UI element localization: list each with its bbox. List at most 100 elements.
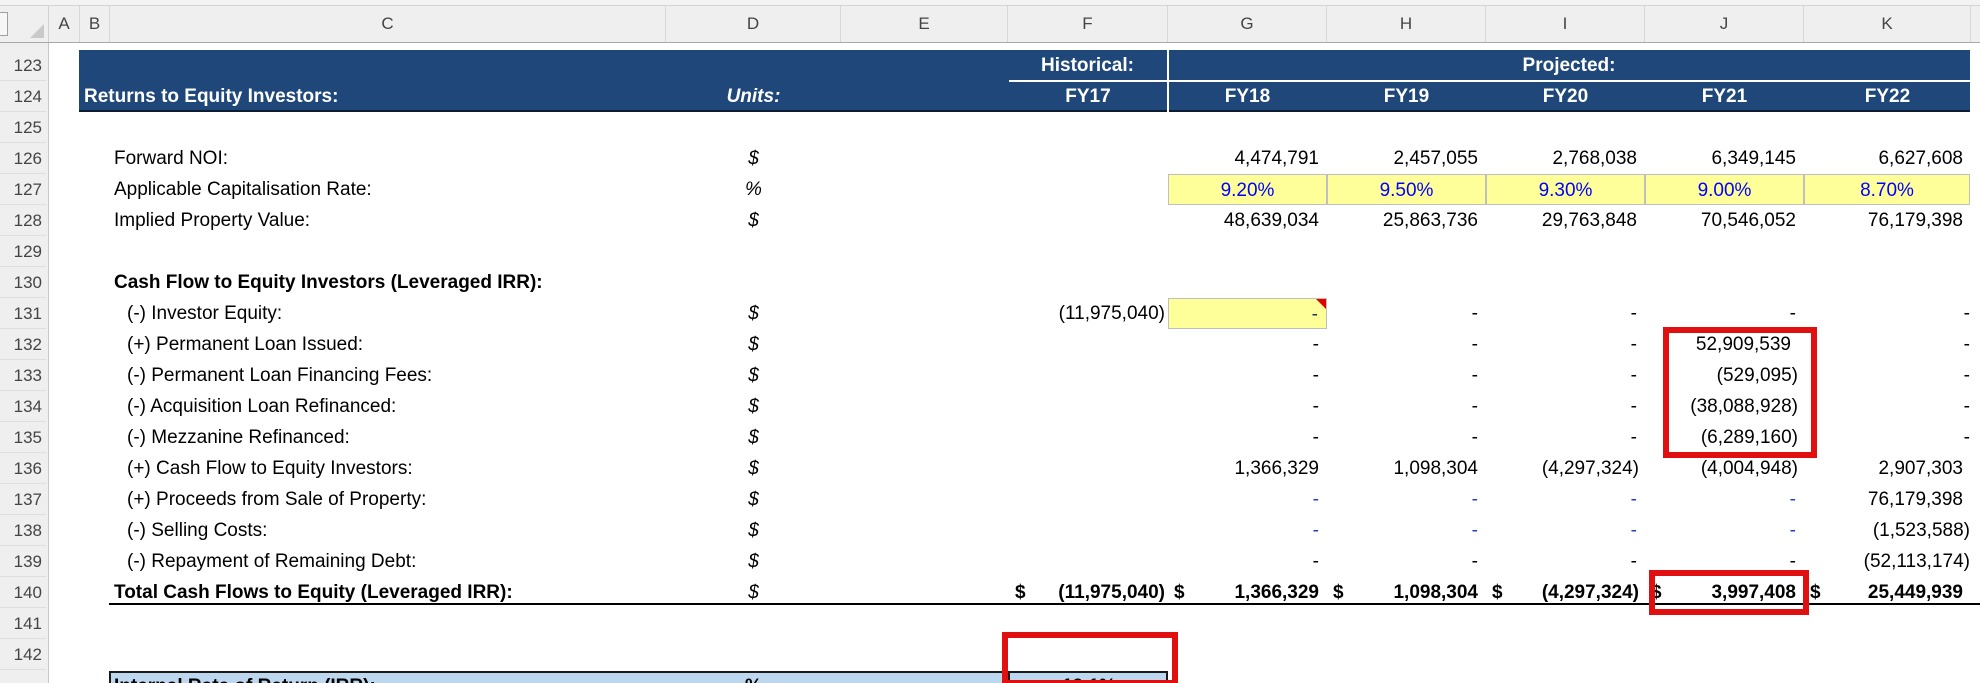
sale-proceeds-label[interactable]: (+) Proceeds from Sale of Property: (127, 489, 427, 510)
forward-noi-fy22[interactable]: 6,627,608 (1878, 148, 1963, 169)
selling-costs-fy21[interactable]: - (1789, 520, 1796, 541)
cf-equity-unit[interactable]: $ (748, 458, 759, 479)
total-cf-fy19[interactable]: 1,098,304 (1393, 582, 1478, 603)
total-cf-label[interactable]: Total Cash Flows to Equity (Leveraged IR… (114, 582, 513, 603)
column-header-k[interactable]: K (1804, 6, 1971, 42)
column-header-j[interactable]: J (1645, 6, 1804, 42)
column-header-h[interactable]: H (1327, 6, 1486, 42)
financing-fees-unit[interactable]: $ (748, 365, 759, 386)
row-header-135[interactable]: 135 (0, 422, 46, 453)
row-header-123[interactable]: 123 (0, 50, 46, 81)
investor-equity-unit[interactable]: $ (748, 303, 759, 324)
total-cf-fy21[interactable]: 3,997,408 (1711, 582, 1796, 603)
acq-loan-refi-label[interactable]: (-) Acquisition Loan Refinanced: (127, 396, 397, 417)
irr-value[interactable]: 19.1% (1010, 671, 1168, 683)
mezz-refi-label[interactable]: (-) Mezzanine Refinanced: (127, 427, 350, 448)
sale-proceeds-fy19[interactable]: - (1471, 489, 1478, 510)
forward-noi-fy21[interactable]: 6,349,145 (1711, 148, 1796, 169)
column-header-c[interactable]: C (110, 6, 666, 42)
total-cf-fy20[interactable]: (4,297,324) (1541, 582, 1639, 603)
row-header-128[interactable]: 128 (0, 205, 46, 236)
total-cf-unit[interactable]: $ (748, 582, 759, 603)
selling-costs-fy19[interactable]: - (1471, 520, 1478, 541)
investor-equity-fy19[interactable]: - (1471, 303, 1478, 324)
selling-costs-fy20[interactable]: - (1630, 520, 1637, 541)
implied-value-fy18[interactable]: 48,639,034 (1223, 210, 1319, 231)
debt-repayment-fy19[interactable]: - (1471, 551, 1478, 572)
row-header-136[interactable]: 136 (0, 453, 46, 484)
sale-proceeds-unit[interactable]: $ (748, 489, 759, 510)
acq-loan-refi-unit[interactable]: $ (748, 396, 759, 417)
acq-loan-refi-fy19[interactable]: - (1471, 396, 1478, 417)
selling-costs-label[interactable]: (-) Selling Costs: (127, 520, 268, 541)
investor-equity-fy18-input[interactable]: - (1168, 298, 1327, 329)
sale-proceeds-fy18[interactable]: - (1312, 489, 1319, 510)
implied-value-fy19[interactable]: 25,863,736 (1382, 210, 1478, 231)
name-box-edge[interactable] (0, 12, 8, 36)
financing-fees-fy19[interactable]: - (1471, 365, 1478, 386)
total-cf-fy18[interactable]: 1,366,329 (1234, 582, 1319, 603)
cash-flow-section-title[interactable]: Cash Flow to Equity Investors (Leveraged… (114, 272, 543, 293)
investor-equity-fy17[interactable]: (11,975,040) (1058, 303, 1165, 324)
column-header-i[interactable]: I (1486, 6, 1645, 42)
implied-value-fy20[interactable]: 29,763,848 (1541, 210, 1637, 231)
row-header-139[interactable]: 139 (0, 546, 46, 577)
mezz-refi-fy22[interactable]: - (1963, 427, 1970, 448)
column-header-e[interactable]: E (841, 6, 1008, 42)
acq-loan-refi-fy20[interactable]: - (1630, 396, 1637, 417)
row-header-132[interactable]: 132 (0, 329, 46, 360)
selling-costs-unit[interactable]: $ (748, 520, 759, 541)
investor-equity-fy20[interactable]: - (1630, 303, 1637, 324)
financing-fees-fy21[interactable]: (529,095) (1716, 365, 1798, 386)
row-header-130[interactable]: 130 (0, 267, 46, 298)
debt-repayment-fy21[interactable]: - (1789, 551, 1796, 572)
financing-fees-label[interactable]: (-) Permanent Loan Financing Fees: (127, 365, 433, 386)
debt-repayment-fy22[interactable]: (52,113,174) (1863, 551, 1970, 572)
worksheet-grid[interactable]: Historical: Projected: Returns to Equity… (49, 43, 1980, 683)
forward-noi-fy20[interactable]: 2,768,038 (1552, 148, 1637, 169)
forward-noi-unit[interactable]: $ (748, 148, 759, 169)
cap-rate-fy18-input[interactable]: 9.20% (1168, 174, 1327, 205)
row-header-137[interactable]: 137 (0, 484, 46, 515)
row-header-134[interactable]: 134 (0, 391, 46, 422)
forward-noi-label[interactable]: Forward NOI: (114, 148, 229, 169)
mezz-refi-fy20[interactable]: - (1630, 427, 1637, 448)
row-header-138[interactable]: 138 (0, 515, 46, 546)
debt-repayment-fy20[interactable]: - (1630, 551, 1637, 572)
sale-proceeds-fy21[interactable]: - (1789, 489, 1796, 510)
cf-equity-fy21[interactable]: (4,004,948) (1700, 458, 1798, 479)
row-header-125[interactable]: 125 (0, 112, 46, 143)
cap-rate-fy22-input[interactable]: 8.70% (1804, 174, 1970, 205)
column-header-g[interactable]: G (1168, 6, 1327, 42)
mezz-refi-fy21[interactable]: (6,289,160) (1700, 427, 1798, 448)
cf-equity-fy18[interactable]: 1,366,329 (1234, 458, 1319, 479)
column-header-d[interactable]: D (666, 6, 841, 42)
selling-costs-fy18[interactable]: - (1312, 520, 1319, 541)
irr-label[interactable]: Internal Rate of Return (IRR): (114, 671, 376, 683)
investor-equity-label[interactable]: (-) Investor Equity: (127, 303, 283, 324)
total-cf-fy17[interactable]: (11,975,040) (1058, 582, 1165, 603)
mezz-refi-fy18[interactable]: - (1312, 427, 1319, 448)
financing-fees-fy18[interactable]: - (1312, 365, 1319, 386)
irr-unit[interactable]: % (666, 671, 841, 683)
perm-loan-issued-label[interactable]: (+) Permanent Loan Issued: (127, 334, 364, 355)
debt-repayment-label[interactable]: (-) Repayment of Remaining Debt: (127, 551, 417, 572)
acq-loan-refi-fy21[interactable]: (38,088,928) (1690, 396, 1798, 417)
investor-equity-fy21[interactable]: - (1789, 303, 1796, 324)
row-header-127[interactable]: 127 (0, 174, 46, 205)
cf-equity-fy20[interactable]: (4,297,324) (1541, 458, 1639, 479)
perm-loan-issued-unit[interactable]: $ (748, 334, 759, 355)
financing-fees-fy20[interactable]: - (1630, 365, 1637, 386)
implied-value-fy21[interactable]: 70,546,052 (1700, 210, 1796, 231)
cap-rate-fy19-input[interactable]: 9.50% (1327, 174, 1486, 205)
row-header-141[interactable]: 141 (0, 608, 46, 639)
column-header-f[interactable]: F (1008, 6, 1168, 42)
implied-value-fy22[interactable]: 76,179,398 (1867, 210, 1963, 231)
select-all-corner[interactable] (0, 6, 49, 42)
cap-rate-unit[interactable]: % (745, 179, 762, 200)
comment-indicator-icon[interactable] (1316, 299, 1326, 309)
row-header-124[interactable]: 124 (0, 81, 46, 112)
perm-loan-issued-fy19[interactable]: - (1471, 334, 1478, 355)
forward-noi-fy19[interactable]: 2,457,055 (1393, 148, 1478, 169)
perm-loan-issued-fy18[interactable]: - (1312, 334, 1319, 355)
